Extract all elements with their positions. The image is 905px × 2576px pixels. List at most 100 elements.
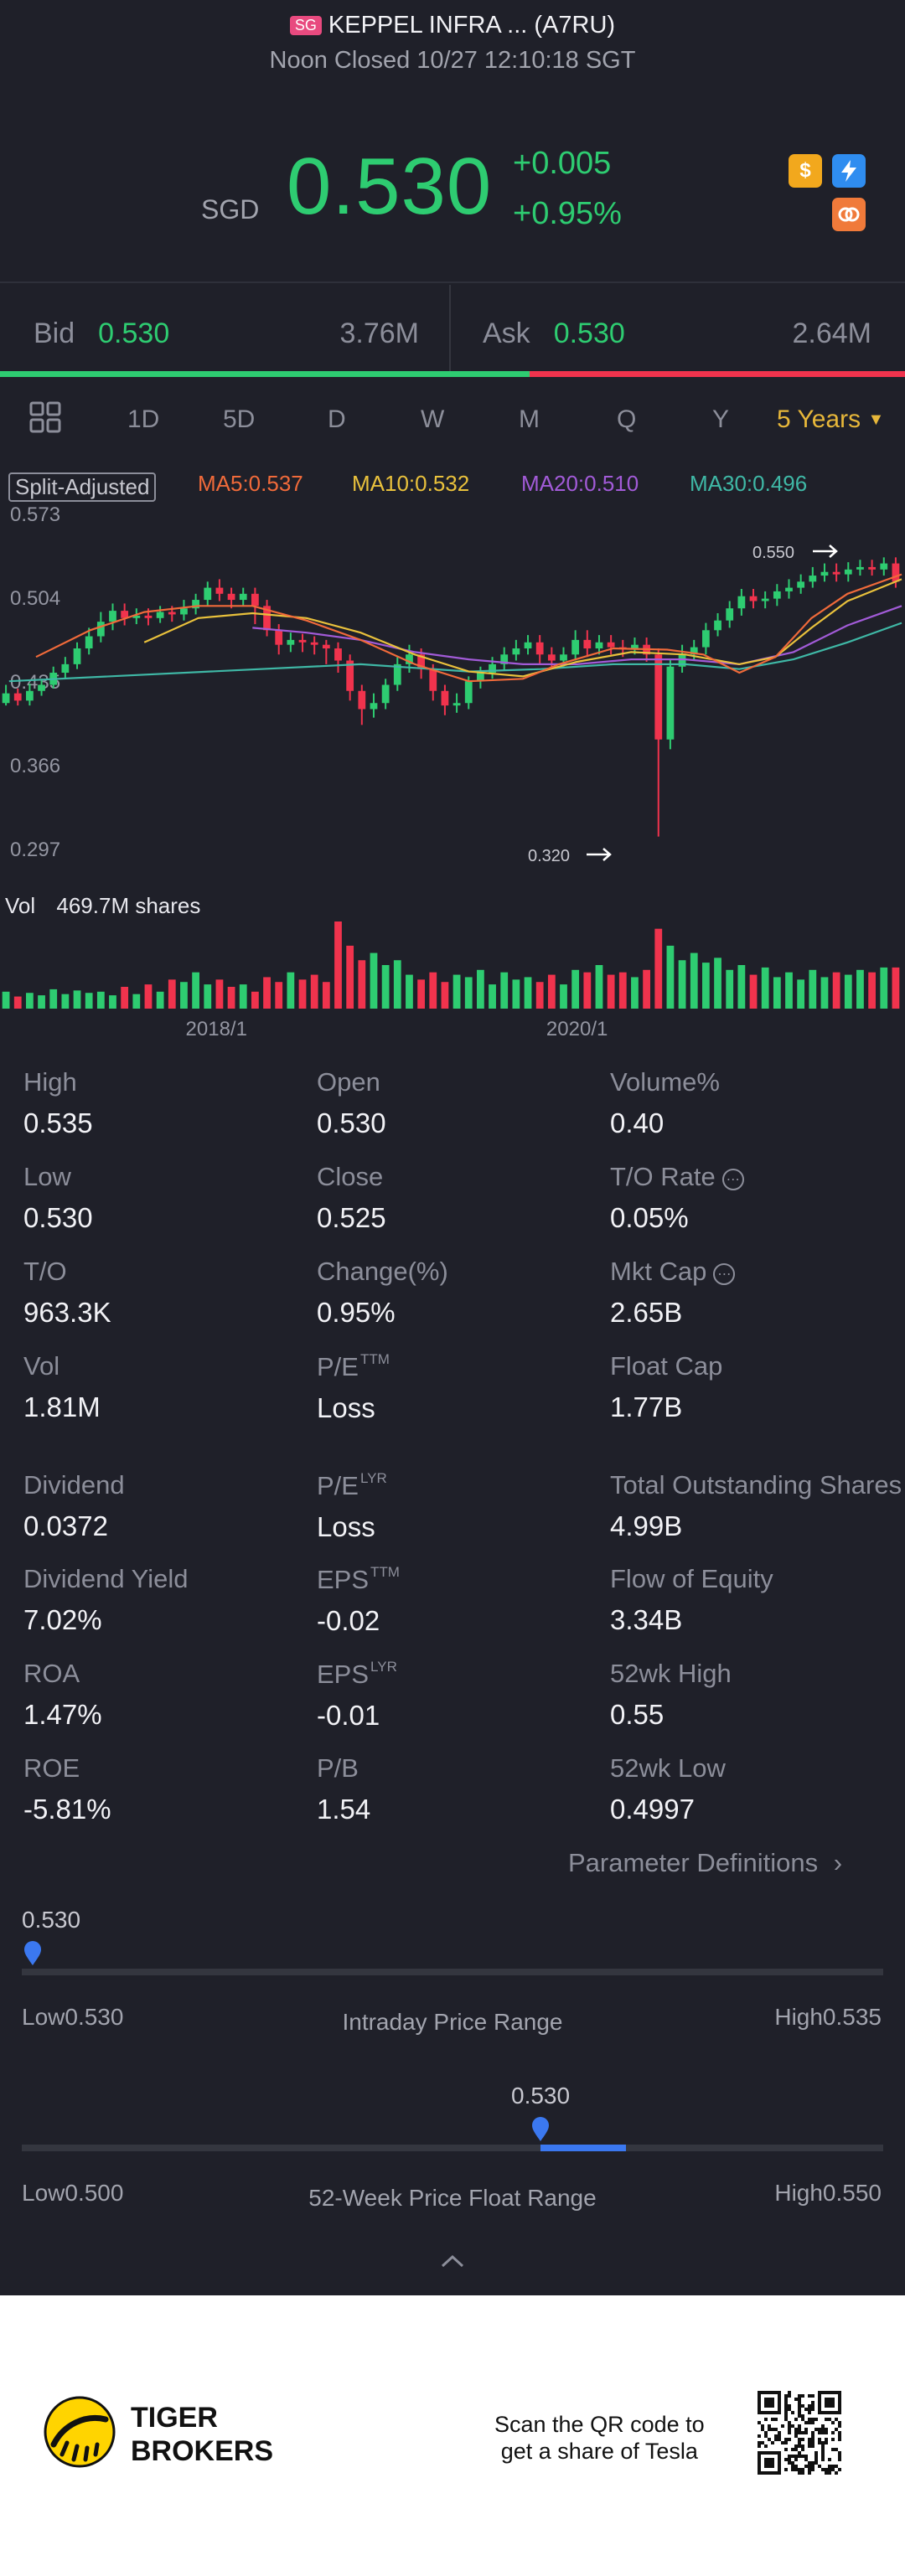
volume-bar (547, 974, 556, 1009)
candle-body (393, 663, 401, 685)
lightning-icon[interactable] (832, 154, 866, 188)
volume-bar (263, 977, 271, 1009)
candle-body (880, 563, 888, 570)
candle-body (322, 644, 330, 649)
stat-cell: Close 0.525 (317, 1162, 386, 1234)
candle-body (524, 642, 532, 649)
candle-body (607, 642, 615, 648)
candle-body (678, 654, 686, 667)
volume-bar (892, 967, 900, 1009)
qr-caption-line-1: Scan the QR code to (494, 2412, 705, 2437)
volume-bar (381, 965, 390, 1009)
candle-body (109, 611, 116, 622)
candle-body (832, 571, 840, 575)
tab-5d[interactable]: 5D (223, 405, 256, 433)
tab-5-years-label: 5 Years (777, 405, 861, 433)
ma10-legend: MA10:0.532 (352, 471, 470, 496)
collapse-chevron-icon[interactable] (437, 2252, 468, 2274)
y-tick-label: 0.366 (10, 755, 60, 777)
volume-bar (156, 991, 164, 1009)
stat-label: High (23, 1067, 77, 1097)
tab-5-years[interactable]: 5 Years ▼ (777, 405, 884, 434)
bid-price: 0.530 (98, 317, 170, 349)
candle-body (239, 593, 247, 601)
tab-year[interactable]: Y (712, 405, 730, 433)
volume-bar (773, 977, 781, 1009)
bid-size: 3.76M (339, 317, 420, 349)
footer-banner: TIGER BROKERS Scan the QR code to get a … (0, 2295, 905, 2576)
volume-bar (571, 969, 580, 1009)
stat-cell: 52wk Low 0.4997 (610, 1753, 726, 1825)
candle-body (761, 598, 769, 601)
volume-bar (820, 977, 829, 1009)
volume-bar (809, 969, 817, 1009)
volume-bar (832, 972, 840, 1009)
volume-value: 469.7M shares (56, 893, 201, 918)
volume-bar (13, 996, 22, 1009)
volume-bar (844, 974, 852, 1009)
volume-bar (524, 977, 532, 1009)
volume-bar (785, 972, 793, 1009)
parameter-definitions-link[interactable]: Parameter Definitions › (568, 1848, 842, 1878)
candle-body (61, 663, 70, 674)
candle-body (809, 576, 817, 582)
candle-body (227, 593, 235, 601)
qr-code-icon[interactable] (758, 2391, 841, 2475)
x-tick-label: 2018/1 (186, 1018, 247, 1039)
volume-bar (61, 994, 70, 1009)
volume-bar (678, 960, 686, 1009)
volume-bar (204, 984, 212, 1009)
info-icon[interactable]: ⋯ (721, 1169, 744, 1190)
candle-body (358, 690, 366, 710)
candle-body (441, 690, 449, 706)
price-change-percent: +0.95% (513, 196, 622, 231)
tiger-logo-icon (44, 2396, 116, 2468)
stat-label: P/B (317, 1753, 359, 1783)
stat-cell: Dividend Yield 7.02% (23, 1564, 188, 1636)
volume-bar (500, 972, 509, 1009)
stat-value: 0.535 (23, 1107, 93, 1138)
stat-cell: Volume% 0.40 (610, 1067, 720, 1139)
chart-layout-icon[interactable] (28, 400, 62, 438)
candle-body (370, 703, 378, 710)
volume-label: Vol (5, 893, 36, 918)
week52-current: 0.530 (511, 2083, 571, 2109)
volume-bar (666, 945, 675, 1009)
dollar-icon[interactable]: $ (789, 154, 822, 188)
volume-bar (607, 974, 615, 1009)
stat-value: 0.40 (610, 1107, 665, 1138)
stat-value: 0.55 (610, 1699, 665, 1730)
stat-label-superscript: TTM (370, 1564, 400, 1580)
volume-bar (654, 928, 663, 1009)
volume-bar (583, 972, 592, 1009)
candle-body (547, 654, 556, 661)
tab-week[interactable]: W (421, 405, 445, 433)
tab-month[interactable]: M (519, 405, 540, 433)
stat-value: 0.05% (610, 1202, 689, 1233)
stat-cell: EPS TTM -0.02 (317, 1564, 400, 1637)
price-chart[interactable]: 0.5730.5040.4350.3660.2970.5500.3202018/… (0, 503, 905, 1039)
tab-day[interactable]: D (328, 405, 346, 433)
stat-value: -5.81% (23, 1794, 111, 1825)
candle-body (429, 669, 437, 691)
volume-bar (489, 984, 496, 1009)
stat-label-superscript: LYR (370, 1659, 397, 1675)
tab-1d[interactable]: 1D (127, 405, 160, 433)
exchange-icon[interactable] (832, 198, 866, 231)
volume-bar (631, 977, 639, 1009)
volume-bar (370, 952, 378, 1009)
chevron-down-icon: ▼ (867, 410, 885, 429)
candle-body (666, 666, 675, 740)
stat-value: 0.530 (317, 1107, 386, 1138)
x-tick-label: 2020/1 (546, 1018, 608, 1039)
tab-quarter[interactable]: Q (617, 405, 637, 433)
ma10-line (143, 578, 902, 678)
ask-size: 2.64M (792, 317, 872, 349)
info-icon[interactable]: ⋯ (713, 1263, 736, 1285)
stat-value: Loss (317, 1392, 375, 1423)
volume-bar (168, 979, 176, 1009)
split-adjusted-button[interactable]: Split-Adjusted (8, 472, 157, 502)
volume-bar (96, 991, 105, 1009)
volume-bar (702, 963, 710, 1009)
stat-label: P/E TTM (317, 1351, 390, 1381)
